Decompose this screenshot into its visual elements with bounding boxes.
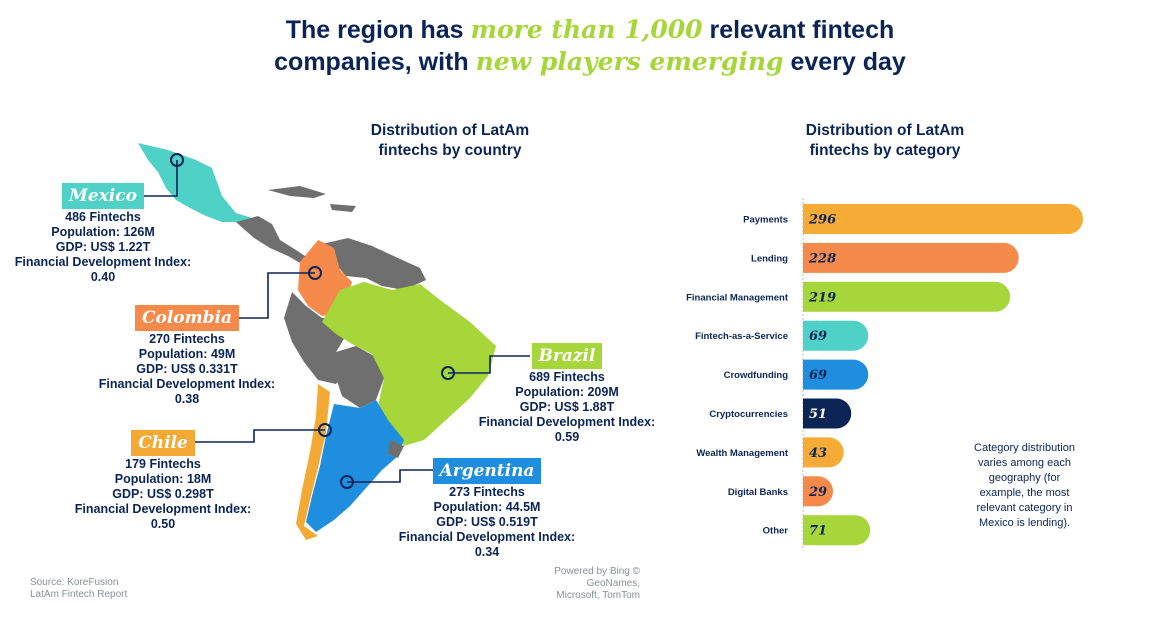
value-label-wealth-management: 43	[809, 446, 827, 461]
callout-mexico: Mexico 486 Fintechs Population: 126M GDP…	[8, 183, 198, 285]
marker-chile	[318, 423, 332, 437]
badge-chile: Chile	[131, 430, 195, 456]
bar-lending	[803, 242, 1019, 273]
map-peru-ecuador	[284, 292, 348, 384]
badge-colombia: Colombia	[134, 305, 239, 331]
map-brazil	[322, 282, 496, 446]
map-caribbean	[268, 186, 356, 212]
map-chile	[296, 384, 330, 540]
bar-base-digital-banks	[803, 476, 818, 507]
bar-other	[803, 515, 871, 546]
leader-mexico	[140, 160, 178, 197]
marker-mexico	[170, 153, 184, 167]
map-venezuela-guianas	[322, 238, 426, 290]
bar-crowdfunding	[803, 359, 869, 390]
chart-bars: Payments 296 Lending 228 Financial Managemen…	[686, 204, 1083, 546]
category-label-cryptocurrencies: Cryptocurrencies	[709, 409, 788, 420]
headline-accent-1: more than 1,000	[470, 15, 703, 44]
value-label-financial-management: 219	[808, 290, 836, 305]
category-label-other: Other	[763, 526, 789, 537]
leader-chile	[188, 429, 325, 443]
value-label-digital-banks: 29	[808, 485, 827, 500]
leader-brazil	[448, 355, 530, 374]
stats-brazil: 689 Fintechs Population: 209M GDP: US$ 1…	[478, 370, 656, 444]
marker-brazil	[441, 366, 455, 380]
map-credit: Powered by Bing © GeoNames, Microsoft, T…	[554, 566, 640, 601]
map-bolivia-paraguay	[336, 346, 384, 408]
category-label-payments: Payments	[743, 215, 788, 226]
callout-argentina: Argentina 273 Fintechs Population: 44.5M…	[392, 458, 582, 560]
map-mexico	[138, 143, 258, 226]
value-label-payments: 296	[808, 213, 836, 228]
category-label-lending: Lending	[751, 253, 788, 264]
marker-argentina	[340, 475, 354, 489]
badge-brazil: Brazil	[531, 343, 603, 369]
bar-financial-management	[803, 281, 1011, 312]
category-label-financial-management: Financial Management	[686, 292, 789, 303]
headline-line-2: companies, with new players emerging eve…	[274, 47, 906, 76]
bar-base-cryptocurrencies	[803, 398, 818, 429]
category-label-digital-banks: Digital Banks	[728, 487, 788, 498]
badge-mexico: Mexico	[62, 183, 144, 209]
category-label-fintech-as-a-service: Fintech-as-a-Service	[695, 331, 788, 342]
bar-fintech-as-a-service	[803, 320, 869, 351]
bar-payments	[803, 204, 1083, 234]
source-text: Source: KoreFusion LatAm Fintech Report	[30, 577, 128, 600]
bar-base-other	[803, 515, 818, 546]
stats-argentina: 273 Fintechs Population: 44.5M GDP: US$ …	[398, 485, 576, 559]
value-label-lending: 228	[808, 251, 836, 266]
bar-base-crowdfunding	[803, 359, 818, 390]
stats-colombia: 270 Fintechs Population: 49M GDP: US$ 0.…	[98, 332, 276, 406]
map-central-america	[236, 216, 308, 264]
latam-map	[138, 143, 530, 540]
map-section-title: Distribution of LatAm fintechs by country	[370, 122, 530, 159]
category-label-wealth-management: Wealth Management	[696, 448, 789, 459]
category-note: Category distribution varies among each …	[974, 442, 1075, 529]
value-label-other: 71	[809, 524, 827, 539]
marker-colombia	[308, 266, 322, 280]
callout-brazil: Brazil 689 Fintechs Population: 209M GDP…	[472, 343, 662, 445]
headline-line-1: The region has more than 1,000 relevant …	[285, 15, 895, 44]
map-markers	[170, 153, 455, 489]
map-uruguay	[388, 440, 404, 458]
bar-base-lending	[803, 242, 818, 273]
callout-colombia: Colombia 270 Fintechs Population: 49M GD…	[92, 305, 282, 407]
value-label-cryptocurrencies: 51	[809, 407, 827, 422]
callout-chile: Chile 179 Fintechs Population: 18M GDP: …	[68, 430, 258, 532]
value-label-fintech-as-a-service: 69	[809, 329, 827, 344]
leader-colombia	[236, 272, 315, 319]
stats-chile: 179 Fintechs Population: 18M GDP: US$ 0.…	[74, 457, 252, 531]
leader-argentina	[347, 469, 440, 483]
headline-accent-2: new players emerging	[475, 47, 784, 76]
bar-base-fintech-as-a-service	[803, 320, 818, 351]
bar-base-payments	[803, 204, 818, 234]
value-label-crowdfunding: 69	[809, 368, 827, 383]
stats-mexico: 486 Fintechs Population: 126M GDP: US$ 1…	[14, 210, 192, 284]
headline: The region has more than 1,000 relevant …	[0, 14, 1150, 78]
badge-argentina: Argentina	[432, 458, 542, 484]
bar-base-wealth-management	[803, 437, 818, 468]
category-label-crowdfunding: Crowdfunding	[724, 370, 789, 381]
bar-base-financial-management	[803, 281, 818, 312]
map-leader-lines	[140, 160, 530, 483]
chart-section-title: Distribution of LatAm fintechs by categor…	[805, 122, 965, 159]
map-shapes	[138, 143, 496, 540]
